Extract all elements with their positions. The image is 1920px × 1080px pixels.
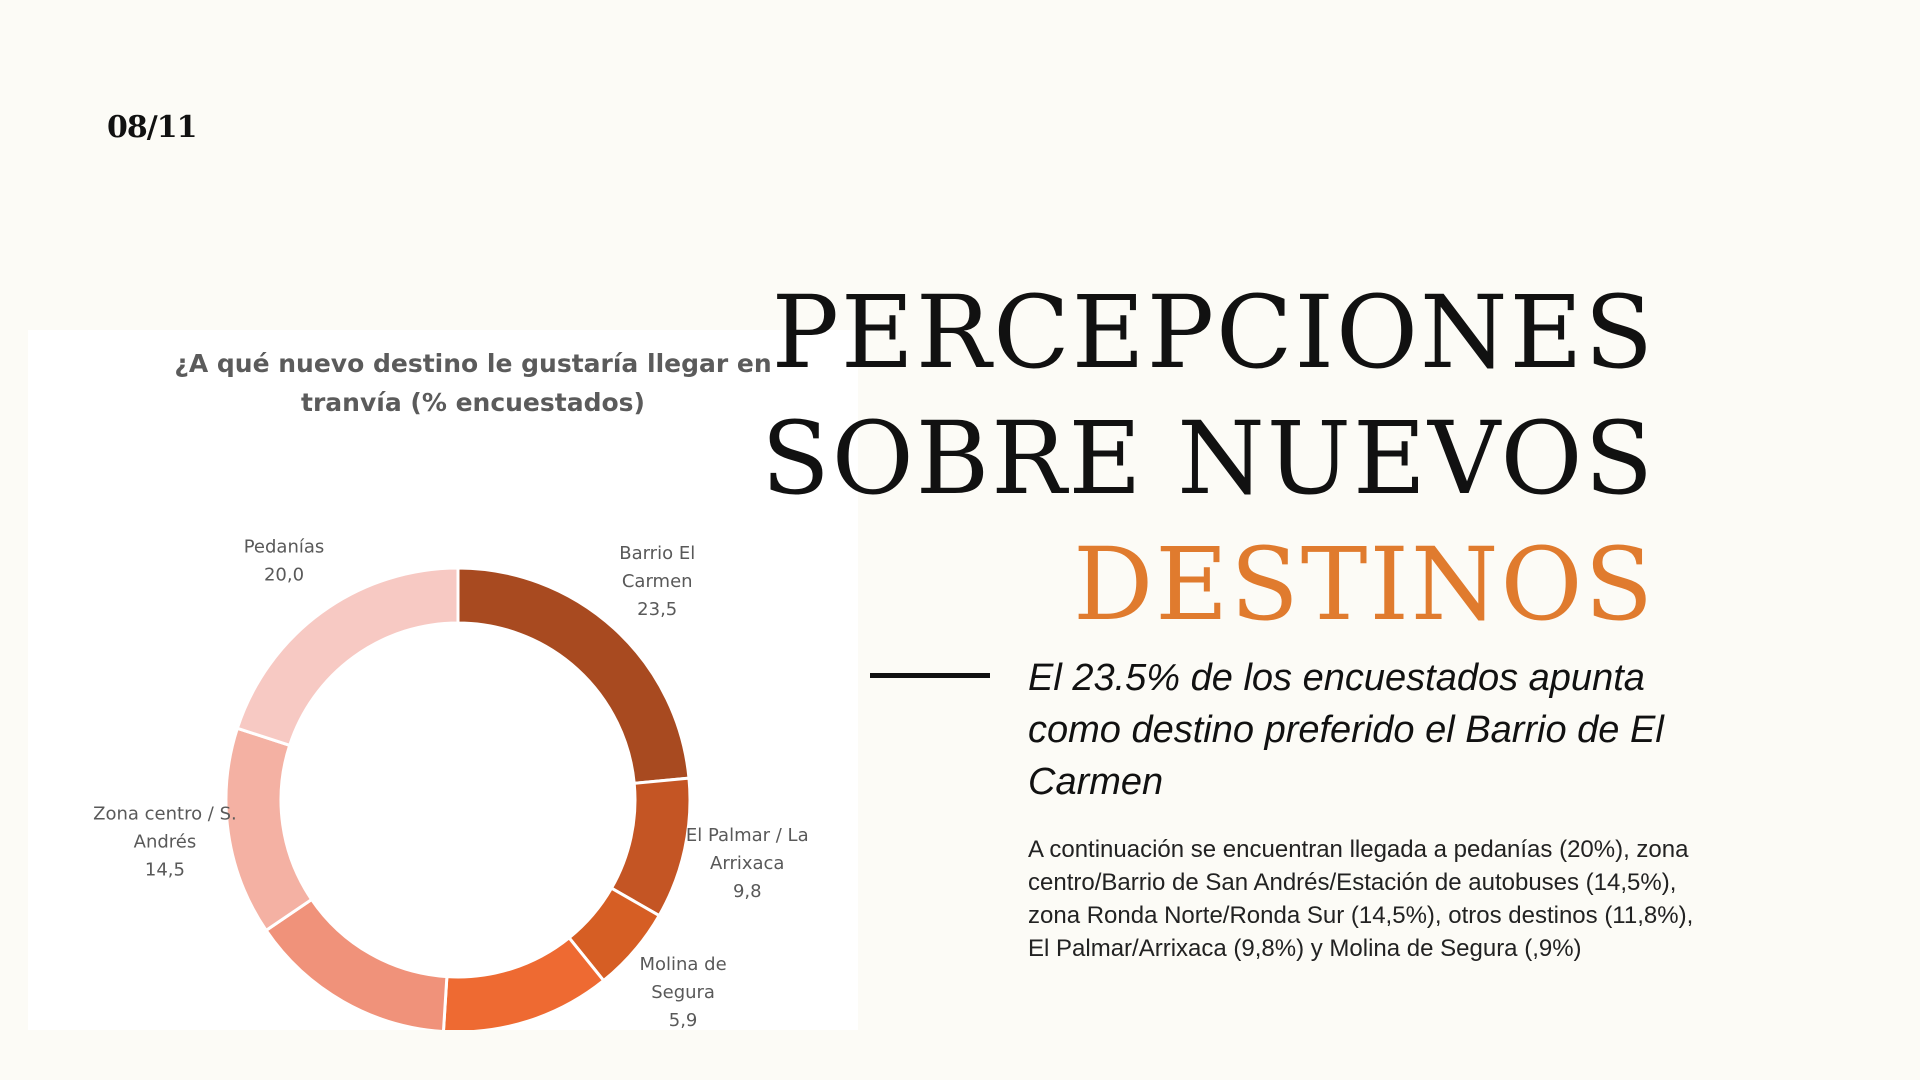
chart-title: ¿A qué nuevo destino le gustaría llegar … <box>174 349 772 417</box>
slice-label-line: Molina de <box>639 954 726 975</box>
slice-value: 20,0 <box>264 565 304 586</box>
donut-slice-6 <box>235 566 460 748</box>
slice-label-2: Molina de Segura 5,9 <box>639 954 726 1030</box>
slice-label-line: Arrixaca <box>710 853 784 874</box>
headline: PERCEPCIONES SOBRE NUEVOS DESTINOS <box>761 270 1655 648</box>
slice-value: 23,5 <box>637 599 677 620</box>
donut-slice-3 <box>442 935 606 1030</box>
slice-label-line: Andrés <box>134 832 197 853</box>
donut-chart-card: ¿A qué nuevo destino le gustaría llegar … <box>28 330 858 1030</box>
slice-label-0: Barrio El Carmen 23,5 <box>619 543 695 620</box>
slice-label-line: Barrio El <box>619 543 695 564</box>
body-paragraph: A continuación se encuentran llegada a p… <box>1028 836 1694 962</box>
page-number: 08/11 <box>107 110 197 145</box>
slice-value: 14,5 <box>145 860 185 881</box>
slice-label-1: El Palmar / La Arrixaca 9,8 <box>686 825 809 902</box>
donut-slice-5 <box>224 726 314 933</box>
slice-label-6: Pedanías 20,0 <box>244 537 325 586</box>
headline-line-1: PERCEPCIONES <box>771 274 1655 391</box>
slice-value: 5,9 <box>669 1010 698 1030</box>
slice-label-line: Pedanías <box>244 537 325 558</box>
donut-slice-4 <box>264 897 449 1030</box>
subheading: El 23.5% de los encuestados apunta como … <box>1028 657 1664 803</box>
slice-label-5: Zona centro / S. Andrés 14,5 <box>93 804 237 881</box>
divider-dash <box>870 673 990 678</box>
slice-label-line: El Palmar / La <box>686 825 809 846</box>
donut-chart: Barrio El Carmen 23,5 El Palmar / La Arrixac… <box>93 537 809 1030</box>
headline-line-3: DESTINOS <box>1073 526 1655 643</box>
slice-label-line: Carmen <box>622 571 693 592</box>
slice-label-line: Zona centro / S. <box>93 804 237 825</box>
slice-label-line: Segura <box>651 982 715 1003</box>
slice-value: 9,8 <box>733 881 762 902</box>
headline-line-2: SOBRE NUEVOS <box>761 400 1655 517</box>
